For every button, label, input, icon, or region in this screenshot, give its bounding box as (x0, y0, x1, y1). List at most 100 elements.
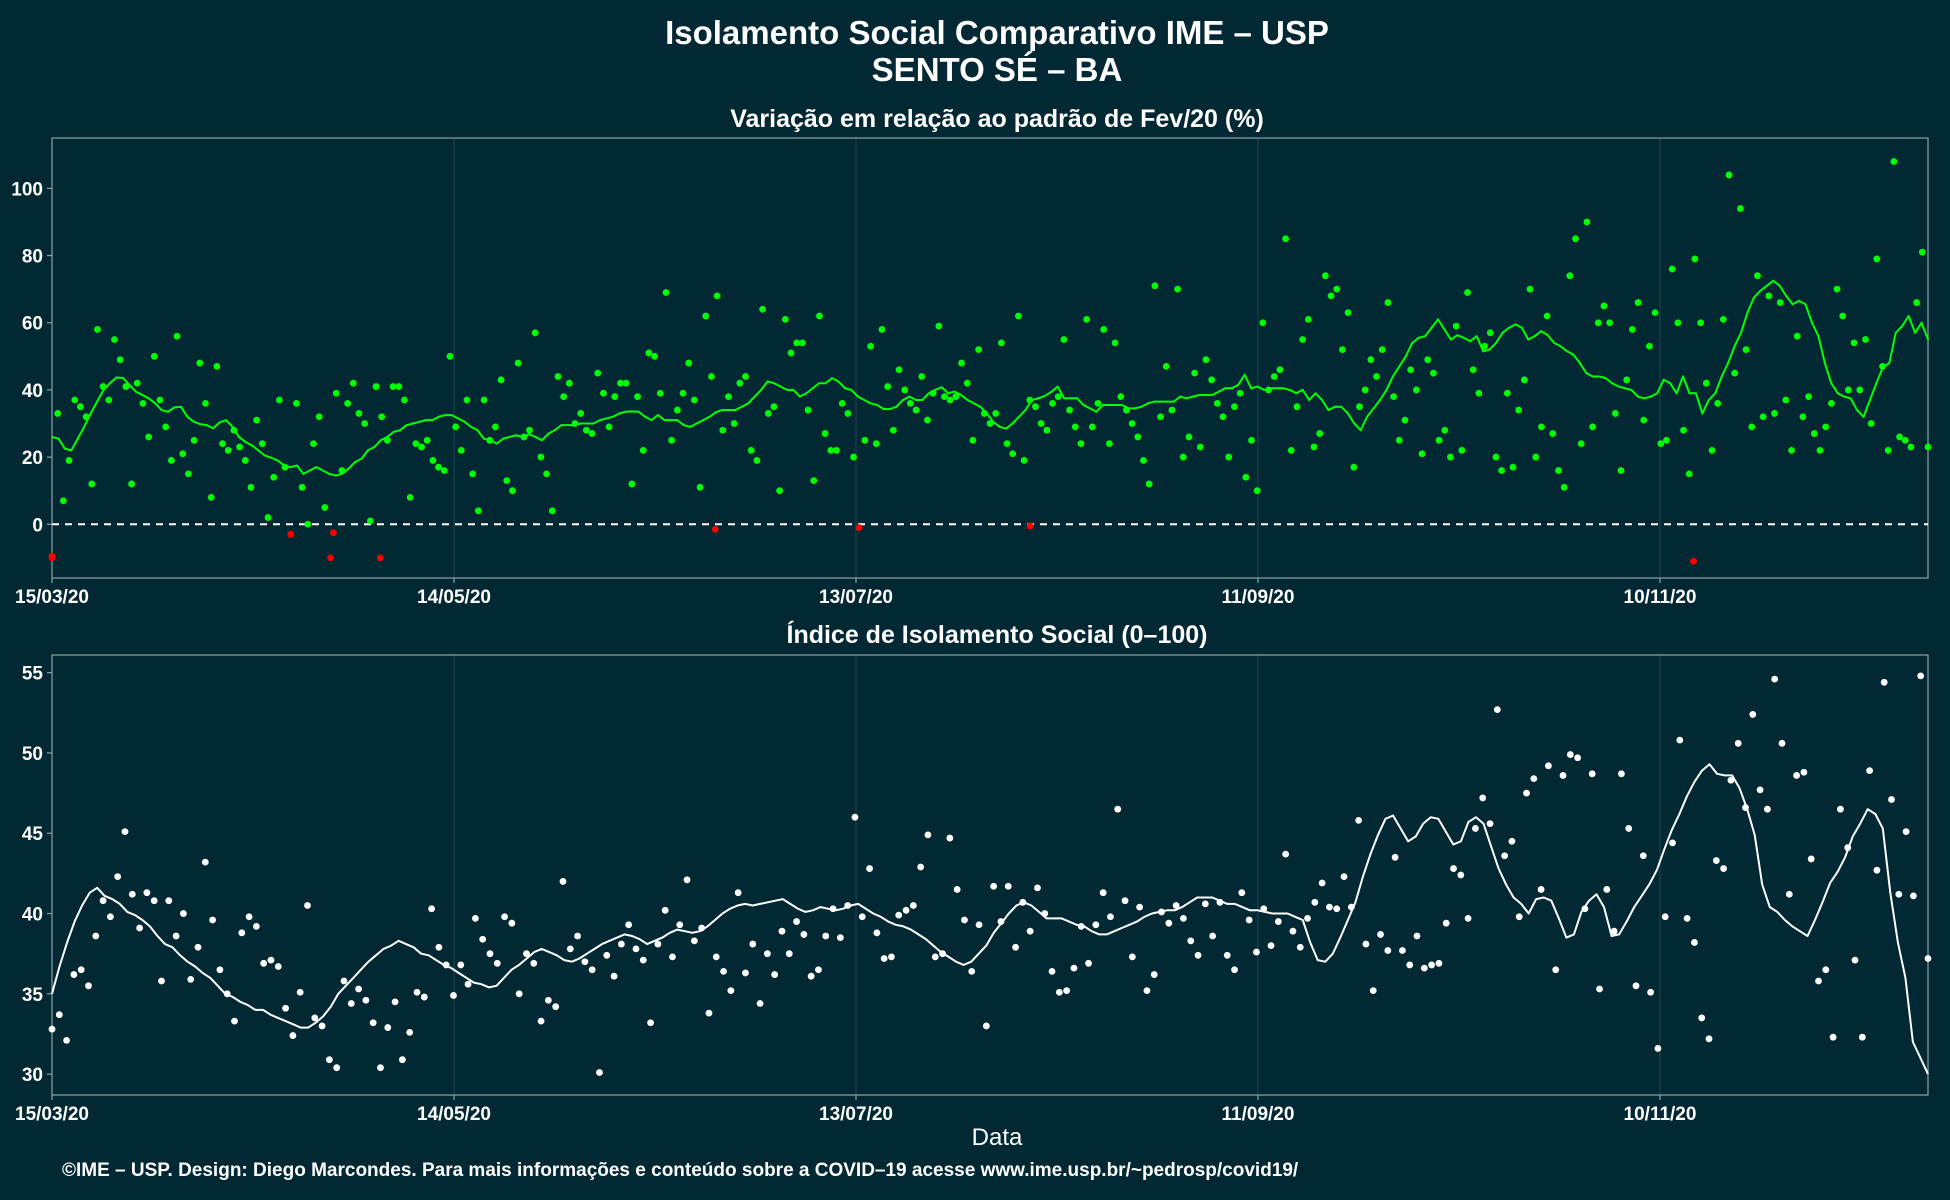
panel1-point (241, 457, 249, 464)
panel2-point (975, 921, 983, 929)
panel1-avg-segment (1617, 385, 1627, 390)
panel1-point (656, 389, 664, 397)
panel1-point (1532, 453, 1540, 461)
panel1-point (1424, 356, 1432, 364)
panel2-point (1523, 789, 1530, 797)
panel1-avg-segment (1920, 321, 1929, 341)
panel1-avg-segment (547, 429, 556, 435)
panel2-point (544, 996, 552, 1004)
panel2-point (683, 876, 691, 884)
panel1-avg-segment (347, 461, 356, 470)
panel1-point (941, 393, 948, 401)
panel1-avg-segment (753, 388, 763, 398)
panel1-avg-segment (167, 406, 176, 413)
panel1-point (764, 410, 772, 417)
panel2-point (165, 897, 173, 905)
panel1-point (889, 426, 897, 434)
panel1-avg-segment (379, 435, 389, 442)
panel1-avg-segment (186, 415, 195, 423)
panel1-point (412, 440, 420, 448)
panel1-point (224, 446, 232, 454)
panel1-avg-segment (1578, 362, 1588, 375)
panel1-point (548, 507, 556, 515)
panel1-avg-segment (1088, 407, 1098, 413)
panel1-point (725, 393, 732, 401)
panel2-point (1764, 805, 1771, 813)
panel1-avg-segment (715, 409, 724, 414)
panel1-avg-segment (502, 435, 511, 440)
panel1-avg-segment (192, 420, 202, 426)
panel2-x-tick-1: 14/05/20 (417, 1104, 491, 1125)
panel2-point (1034, 884, 1041, 892)
panel1-avg-segment (979, 405, 988, 415)
panel1-avg-segment (811, 382, 821, 390)
panel1-point (1441, 426, 1449, 434)
panel1-point (509, 487, 516, 495)
panel1-avg-segment (1533, 330, 1543, 338)
panel1-avg-segment (934, 386, 943, 391)
panel1-point (1066, 406, 1073, 414)
panel1-avg-segment (1030, 397, 1040, 401)
panel2-point (121, 828, 129, 836)
panel1-point (1094, 399, 1102, 407)
panel2-point (902, 906, 910, 914)
panel1-point (742, 373, 749, 380)
panel1-point (1606, 319, 1614, 327)
panel2-point (1399, 947, 1406, 954)
panel2-point (742, 969, 749, 977)
panel2-point (187, 975, 195, 983)
panel1-avg-segment (302, 469, 311, 475)
panel1-point (969, 436, 977, 444)
panel2-point (1676, 736, 1684, 744)
panel2-point (450, 992, 457, 999)
panel2-point (953, 886, 961, 893)
panel1-point (1350, 463, 1358, 471)
panel2-point (1209, 932, 1217, 940)
panel1-point (1304, 315, 1312, 323)
panel2-point (1691, 939, 1698, 946)
panel1-avg-segment (1437, 318, 1446, 331)
panel2-y-tick-0: 30 (22, 1065, 43, 1086)
panel1-point (668, 436, 676, 444)
panel1-point (1884, 446, 1892, 454)
panel1-avg-segment (160, 409, 170, 413)
panel1-point (838, 399, 846, 407)
panel1-avg-segment (1018, 409, 1027, 418)
panel1-point (156, 396, 164, 404)
panel1-point (150, 352, 158, 360)
panel2-y-tick-1: 35 (22, 985, 44, 1006)
panel1-negative-point (48, 552, 56, 560)
panel2-point (771, 971, 779, 978)
panel2-point (245, 913, 253, 921)
panel1-point (1526, 285, 1534, 293)
panel1-avg-segment (1791, 299, 1801, 306)
panel1-point (1583, 218, 1591, 226)
panel2-point (1121, 897, 1129, 905)
panel2-point (1245, 916, 1253, 924)
panel1-point (327, 554, 334, 562)
panel1-point (696, 483, 704, 491)
panel1-point (918, 373, 926, 380)
panel1-avg-segment (1469, 335, 1478, 343)
panel2-point (471, 914, 479, 922)
panel1-avg-segment (1179, 395, 1188, 400)
panel2-point (1296, 943, 1304, 951)
panel1-avg-segment (1888, 331, 1897, 365)
panel1-point (1259, 319, 1267, 327)
panel1-avg-segment (205, 424, 215, 430)
panel1-avg-segment (1559, 345, 1568, 353)
panel1-point (1367, 356, 1375, 364)
panel2-point (574, 932, 581, 940)
panel1-point (162, 423, 170, 431)
panel1-avg-segment (1230, 383, 1240, 390)
panel1-point (1890, 158, 1898, 165)
panel1-point (378, 413, 386, 421)
panel1-point (1850, 339, 1858, 347)
panel1-avg-segment (1482, 348, 1491, 353)
panel1-avg-segment (231, 425, 240, 438)
panel1-avg-segment (1553, 341, 1562, 348)
panel1-avg-segment (476, 429, 485, 440)
panel1-avg-segment (1314, 392, 1324, 401)
panel1-point (975, 346, 983, 354)
panel2-point (274, 963, 282, 970)
